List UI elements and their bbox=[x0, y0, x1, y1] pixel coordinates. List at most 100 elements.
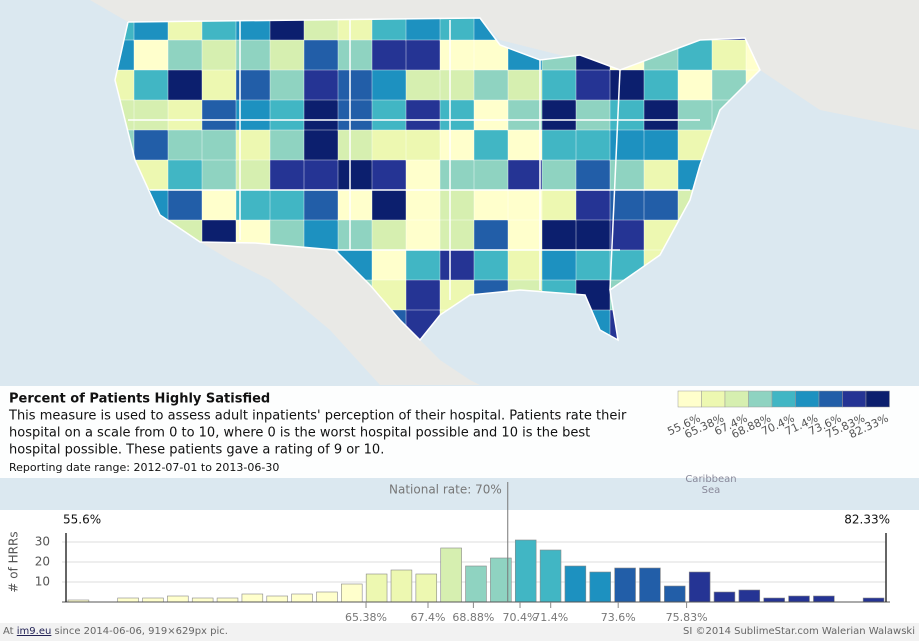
region bbox=[643, 129, 680, 162]
region bbox=[677, 69, 714, 102]
region bbox=[541, 159, 578, 192]
footer-prefix: At bbox=[3, 626, 14, 637]
region bbox=[609, 129, 646, 162]
bar bbox=[365, 573, 388, 603]
bar bbox=[514, 539, 537, 603]
x-tick-label: 75.83% bbox=[666, 611, 708, 623]
bar bbox=[316, 591, 338, 603]
bar bbox=[291, 593, 313, 603]
region bbox=[575, 159, 612, 192]
bar bbox=[738, 589, 761, 603]
x-tick-label: 70.4% bbox=[503, 611, 538, 623]
region bbox=[405, 69, 442, 102]
region bbox=[405, 39, 442, 72]
region bbox=[575, 189, 612, 222]
region bbox=[439, 69, 476, 102]
region bbox=[575, 69, 612, 102]
region bbox=[405, 129, 442, 162]
region bbox=[269, 129, 306, 162]
bar bbox=[341, 583, 363, 603]
region bbox=[303, 99, 340, 132]
footer-suffix: since 2014-06-06, 919×629px pic. bbox=[54, 626, 228, 637]
bar bbox=[813, 595, 835, 603]
region bbox=[473, 219, 510, 252]
bar bbox=[465, 565, 487, 603]
region bbox=[235, 99, 272, 132]
region bbox=[201, 99, 238, 132]
footer-link[interactable]: im9.eu bbox=[16, 626, 52, 637]
region bbox=[541, 129, 578, 162]
canada bbox=[0, 0, 919, 130]
region bbox=[133, 99, 170, 132]
national-rate-label: National rate: 70% bbox=[389, 483, 502, 497]
region bbox=[609, 189, 646, 222]
region bbox=[269, 39, 306, 72]
region bbox=[201, 69, 238, 102]
region bbox=[473, 159, 510, 192]
region bbox=[507, 249, 544, 282]
region bbox=[371, 99, 408, 132]
legend-swatch bbox=[842, 390, 867, 408]
info-title: Percent of Patients Highly Satisfied bbox=[9, 392, 270, 407]
region bbox=[405, 219, 442, 252]
legend-swatch bbox=[748, 390, 773, 408]
region bbox=[201, 159, 238, 192]
legend-swatch bbox=[865, 390, 890, 408]
y-tick-label: 10 bbox=[35, 575, 50, 589]
region bbox=[371, 69, 408, 102]
bar bbox=[440, 547, 462, 603]
region bbox=[541, 69, 578, 102]
bar bbox=[639, 567, 661, 603]
us-outline bbox=[114, 17, 761, 342]
region bbox=[473, 99, 510, 132]
region bbox=[167, 189, 204, 222]
region bbox=[575, 249, 612, 282]
region bbox=[439, 129, 476, 162]
bar bbox=[415, 573, 438, 603]
footer-right: SI ©2014 SublimeStar.com Walerian Walaws… bbox=[683, 626, 915, 637]
region bbox=[643, 189, 680, 222]
region bbox=[303, 219, 340, 252]
region bbox=[337, 159, 374, 192]
footer-left: At im9.eu since 2014-06-06, 919×629px pi… bbox=[3, 623, 228, 641]
region bbox=[235, 159, 272, 192]
region bbox=[167, 159, 204, 192]
info-line: This measure is used to assess adult inp… bbox=[8, 409, 627, 424]
region bbox=[405, 99, 442, 132]
region bbox=[711, 39, 748, 72]
bar bbox=[142, 597, 164, 603]
bar bbox=[241, 593, 264, 603]
bar bbox=[664, 585, 686, 603]
region bbox=[541, 249, 578, 282]
region bbox=[507, 159, 544, 192]
region bbox=[439, 159, 476, 192]
region bbox=[473, 129, 510, 162]
bar bbox=[539, 549, 562, 603]
bar bbox=[788, 595, 810, 603]
region bbox=[269, 69, 306, 102]
max-label: 82.33% bbox=[844, 513, 890, 527]
region bbox=[575, 99, 612, 132]
region bbox=[507, 99, 544, 132]
region bbox=[575, 129, 612, 162]
region bbox=[507, 219, 544, 252]
region bbox=[507, 129, 544, 162]
region bbox=[337, 69, 374, 102]
region bbox=[167, 39, 204, 72]
region bbox=[167, 99, 204, 132]
region bbox=[609, 219, 646, 252]
region bbox=[371, 249, 408, 282]
region bbox=[303, 129, 340, 162]
info-line: hospital possible. These patients gave a… bbox=[9, 443, 384, 458]
region bbox=[371, 189, 408, 222]
region bbox=[575, 219, 612, 252]
region bbox=[439, 219, 476, 252]
sea-label: Caribbean bbox=[685, 474, 736, 485]
region bbox=[235, 129, 272, 162]
region bbox=[303, 189, 340, 222]
region bbox=[337, 189, 374, 222]
region bbox=[303, 69, 340, 102]
region bbox=[405, 189, 442, 222]
region bbox=[609, 69, 646, 102]
